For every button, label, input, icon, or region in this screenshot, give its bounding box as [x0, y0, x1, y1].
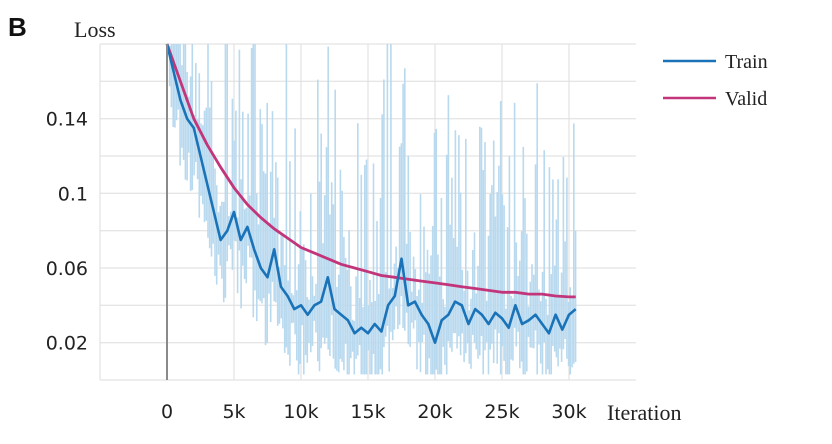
y-tick-label-2: 0.1: [58, 183, 88, 205]
y-axis-title: Loss: [74, 17, 116, 42]
series-line-train: [165, 43, 577, 345]
y-tick-label-0: 0.02: [46, 333, 88, 355]
x-tick-label-5: 25k: [484, 401, 519, 423]
x-tick-label-3: 15k: [350, 401, 385, 423]
series-line-valid: [165, 43, 576, 299]
x-tick-label-1: 5k: [222, 401, 245, 423]
x-tick-label-0: 0: [161, 401, 173, 423]
x-tick-label-6: 30k: [551, 401, 586, 423]
legend-label-train: Train: [725, 51, 768, 73]
axes: 0.02 0.06 0.1 0.14 0 5k 10k 15k 20k 25k 30k: [46, 44, 587, 423]
panel-label: B: [8, 12, 27, 42]
series-lines: [165, 43, 577, 345]
legend-label-valid: Valid: [725, 88, 767, 110]
x-axis-title: Iteration: [607, 400, 682, 425]
x-tick-label-4: 20k: [417, 401, 452, 423]
y-tick-label-1: 0.06: [46, 258, 88, 280]
y-tick-label-3: 0.14: [46, 109, 88, 131]
x-tick-label-2: 10k: [283, 401, 318, 423]
legend: Train Valid: [663, 51, 768, 110]
